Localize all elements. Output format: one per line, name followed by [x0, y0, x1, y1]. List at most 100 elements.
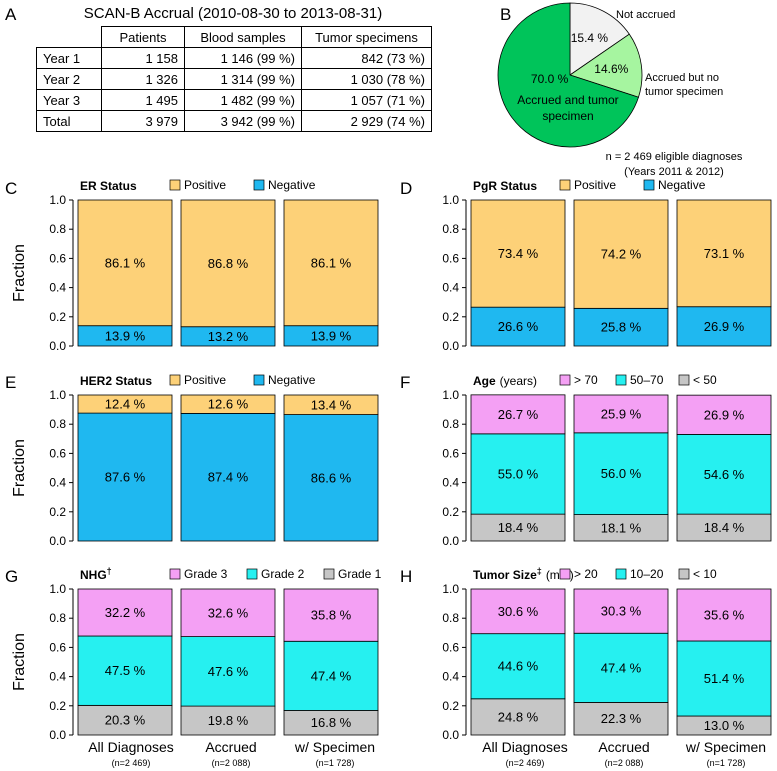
bar-segment — [573, 394, 669, 434]
table-row-label: Year 3 — [36, 89, 102, 111]
bar-segment — [470, 698, 566, 736]
table-row: Year 3 1 495 1 482 (99 %) 1 057 (71 %) — [36, 89, 432, 111]
table-row-label: Year 2 — [36, 68, 102, 90]
bar-value-label: 13.2 % — [208, 329, 249, 344]
bar-segment — [77, 199, 173, 327]
table-cell: 3 979 — [101, 110, 185, 132]
y-tick-label: 0.4 — [49, 670, 66, 684]
pie-value-label: 15.4 % — [571, 31, 609, 45]
y-tick-label: 0.0 — [49, 534, 66, 548]
table-cell: 1 030 (78 %) — [301, 68, 432, 90]
legend-label: > 70 — [574, 373, 598, 387]
accrual-title: SCAN-B Accrual (2010-08-30 to 2013-08-31… — [84, 5, 383, 22]
legend-label: Positive — [574, 178, 616, 192]
bar-value-label: 86.1 % — [105, 255, 146, 270]
bar-segment — [573, 588, 669, 634]
y-tick-label: 0.8 — [442, 222, 459, 236]
pie-chart: 15.4 % 14.6% 70.0 % — [497, 2, 643, 148]
panel-title: Tumor Size‡(mm) — [473, 566, 574, 582]
bar-value-label: 55.0 % — [498, 466, 539, 481]
legend-swatch — [559, 568, 571, 580]
bar-value-label: 18.4 % — [498, 520, 539, 535]
y-tick-label: 0.6 — [49, 251, 66, 265]
legend-label: < 10 — [693, 567, 717, 581]
bar-value-label: 26.9 % — [704, 407, 745, 422]
legend-label: 10–20 — [630, 567, 664, 581]
table-cell: 1 326 — [101, 68, 185, 90]
bar-value-label: 24.8 % — [498, 709, 539, 724]
y-tick-label: 0.4 — [442, 281, 459, 295]
legend-label: Grade 3 — [184, 567, 228, 581]
y-tick-label: 0.6 — [442, 446, 459, 460]
bar-panel-f: 0.0 0.2 0.4 0.6 0.8 1.0 Age (years) > 70 50–70 < 5… — [442, 373, 772, 548]
x-category-labels: All Diagnoses Accrued w/ Specimen (n=2 4… — [88, 739, 766, 768]
y-tick-label: 0.4 — [442, 476, 459, 490]
bar-value-label: 54.6 % — [704, 467, 745, 482]
panel-title: PgR Status — [473, 179, 537, 193]
legend-swatch — [559, 179, 571, 191]
bar-value-label: 30.3 % — [601, 604, 642, 619]
bar-segment — [77, 412, 173, 542]
category-label: Accrued — [205, 739, 256, 755]
y-tick-label: 0.8 — [49, 222, 66, 236]
bar-value-label: 51.4 % — [704, 671, 745, 686]
bar-segment — [470, 633, 566, 700]
bar-segment — [283, 640, 379, 711]
category-n: (n=2 088) — [605, 758, 644, 768]
y-tick-label: 0.0 — [49, 339, 66, 353]
bar-value-label: 35.8 % — [311, 608, 352, 623]
legend-label: < 50 — [693, 373, 717, 387]
category-label: All Diagnoses — [88, 739, 174, 755]
bar-value-label: 56.0 % — [601, 466, 642, 481]
bar-segment — [77, 588, 173, 637]
bar-segment — [573, 199, 669, 309]
bar-value-label: 20.3 % — [105, 713, 146, 728]
bar-value-label: 12.4 % — [105, 397, 146, 412]
bar-value-label: 18.1 % — [601, 520, 642, 535]
bar-value-label: 44.6 % — [498, 659, 539, 674]
legend-swatch — [169, 374, 181, 386]
table-row-label: Year 1 — [36, 47, 102, 69]
table-row-label: Total — [36, 110, 102, 132]
legend-label: Positive — [184, 373, 226, 387]
panel-letter-d: D — [400, 179, 412, 198]
table-cell: 3 942 (99 %) — [184, 110, 302, 132]
table-row: Year 2 1 326 1 314 (99 %) 1 030 (78 %) — [36, 68, 432, 90]
legend-swatch — [559, 374, 571, 386]
bar-value-label: 26.7 % — [498, 407, 539, 422]
category-n: (n=1 728) — [707, 758, 746, 768]
panel-letter-b: B — [500, 5, 511, 24]
bar-segment — [77, 704, 173, 736]
legend-swatch — [169, 179, 181, 191]
y-tick-label: 0.4 — [442, 670, 459, 684]
bar-segment — [283, 414, 379, 542]
panel-title: ER Status — [80, 179, 137, 193]
bar-value-label: 87.4 % — [208, 470, 249, 485]
y-tick-label: 0.2 — [49, 699, 66, 713]
bar-value-label: 87.6 % — [105, 470, 146, 485]
pie-label-no-tumor-1: Accrued but no — [645, 72, 719, 84]
bar-value-label: 12.6 % — [208, 397, 249, 412]
bar-segment — [470, 433, 566, 515]
table-cell: 1 057 (71 %) — [301, 89, 432, 111]
bar-value-label: 73.4 % — [498, 246, 539, 261]
bar-value-label: 13.9 % — [311, 328, 352, 343]
legend-swatch — [323, 568, 335, 580]
accrual-table: Patients Blood samples Tumor specimens Y… — [36, 26, 432, 132]
category-n: (n=2 469) — [112, 758, 151, 768]
bar-value-label: 32.2 % — [105, 605, 146, 620]
y-tick-label: 1.0 — [442, 388, 459, 402]
category-n: (n=1 728) — [316, 758, 355, 768]
bar-value-label: 86.1 % — [311, 255, 352, 270]
bar-value-label: 16.8 % — [311, 715, 352, 730]
pie-label-no-tumor-2: tumor specimen — [645, 86, 723, 98]
y-tick-label: 1.0 — [442, 582, 459, 596]
legend-label: Grade 2 — [261, 567, 305, 581]
legend-label: Negative — [658, 178, 706, 192]
bar-segment — [676, 306, 772, 347]
bar-value-label: 30.6 % — [498, 604, 539, 619]
bar-panel-d: 0.0 0.2 0.4 0.6 0.8 1.0 PgR Status Positive Nega… — [442, 178, 772, 353]
y-tick-label: 0.6 — [442, 640, 459, 654]
legend-swatch — [615, 374, 627, 386]
legend-swatch — [615, 568, 627, 580]
